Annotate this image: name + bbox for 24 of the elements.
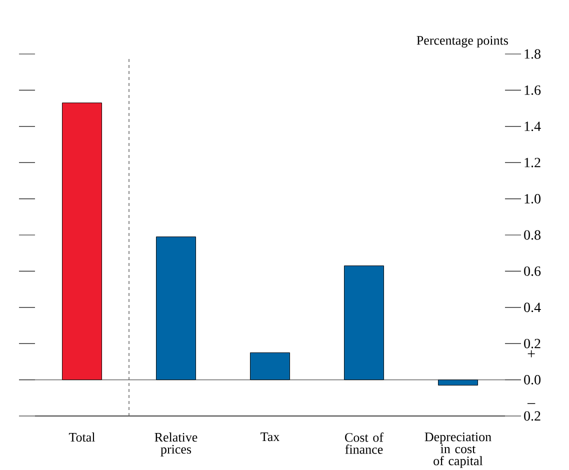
y-tick-label: 1.2 (524, 158, 540, 168)
y-tick-label: 1.4 (524, 122, 541, 132)
bar (438, 380, 478, 386)
y-tick-label: 0.2 (524, 338, 540, 348)
y-tick-label: 0.8 (524, 230, 540, 240)
y-axis-title: Percentage points (416, 36, 508, 48)
x-tick-label: Depreciation in cost of capital (424, 432, 492, 468)
bar (344, 266, 384, 380)
x-tick-label: Tax (260, 432, 280, 442)
y-tick-label: 0.6 (524, 266, 541, 276)
text: – (527, 403, 536, 404)
bar (250, 352, 290, 380)
x-tick-label: Relative prices (154, 432, 198, 456)
bar (62, 102, 102, 380)
text: + (528, 350, 535, 358)
y-tick-label: 1.8 (524, 49, 540, 59)
y-tick-label: 0.4 (524, 302, 541, 312)
y-tick-label: 0.2 (524, 411, 540, 421)
bar (156, 236, 196, 380)
x-tick-label: Cost of finance (345, 432, 384, 454)
x-tick-label: Total (68, 432, 96, 442)
y-tick-label: 1.6 (524, 85, 541, 95)
y-tick-label: 0.0 (524, 375, 540, 385)
y-tick-label: 1.0 (524, 194, 540, 204)
